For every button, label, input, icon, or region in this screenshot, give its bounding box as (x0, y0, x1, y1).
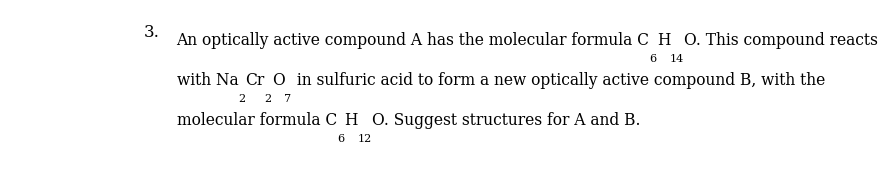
Text: 3.: 3. (144, 24, 160, 41)
Text: Cr: Cr (245, 72, 265, 89)
Text: H: H (657, 32, 670, 49)
Text: with Na: with Na (177, 72, 238, 89)
Text: 2: 2 (265, 94, 272, 104)
Text: 6: 6 (650, 54, 657, 64)
Text: molecular formula C: molecular formula C (177, 112, 337, 129)
Text: O: O (272, 72, 284, 89)
Text: H: H (344, 112, 357, 129)
Text: 6: 6 (337, 134, 344, 144)
Text: 2: 2 (238, 94, 245, 104)
Text: O. This compound reacts: O. This compound reacts (685, 32, 878, 49)
Text: 12: 12 (357, 134, 372, 144)
Text: An optically active compound A has the molecular formula C: An optically active compound A has the m… (177, 32, 650, 49)
Text: O. Suggest structures for A and B.: O. Suggest structures for A and B. (372, 112, 640, 129)
Text: in sulfuric acid to form a new optically active compound B, with the: in sulfuric acid to form a new optically… (292, 72, 825, 89)
Text: 7: 7 (284, 94, 292, 104)
Text: 14: 14 (670, 54, 685, 64)
